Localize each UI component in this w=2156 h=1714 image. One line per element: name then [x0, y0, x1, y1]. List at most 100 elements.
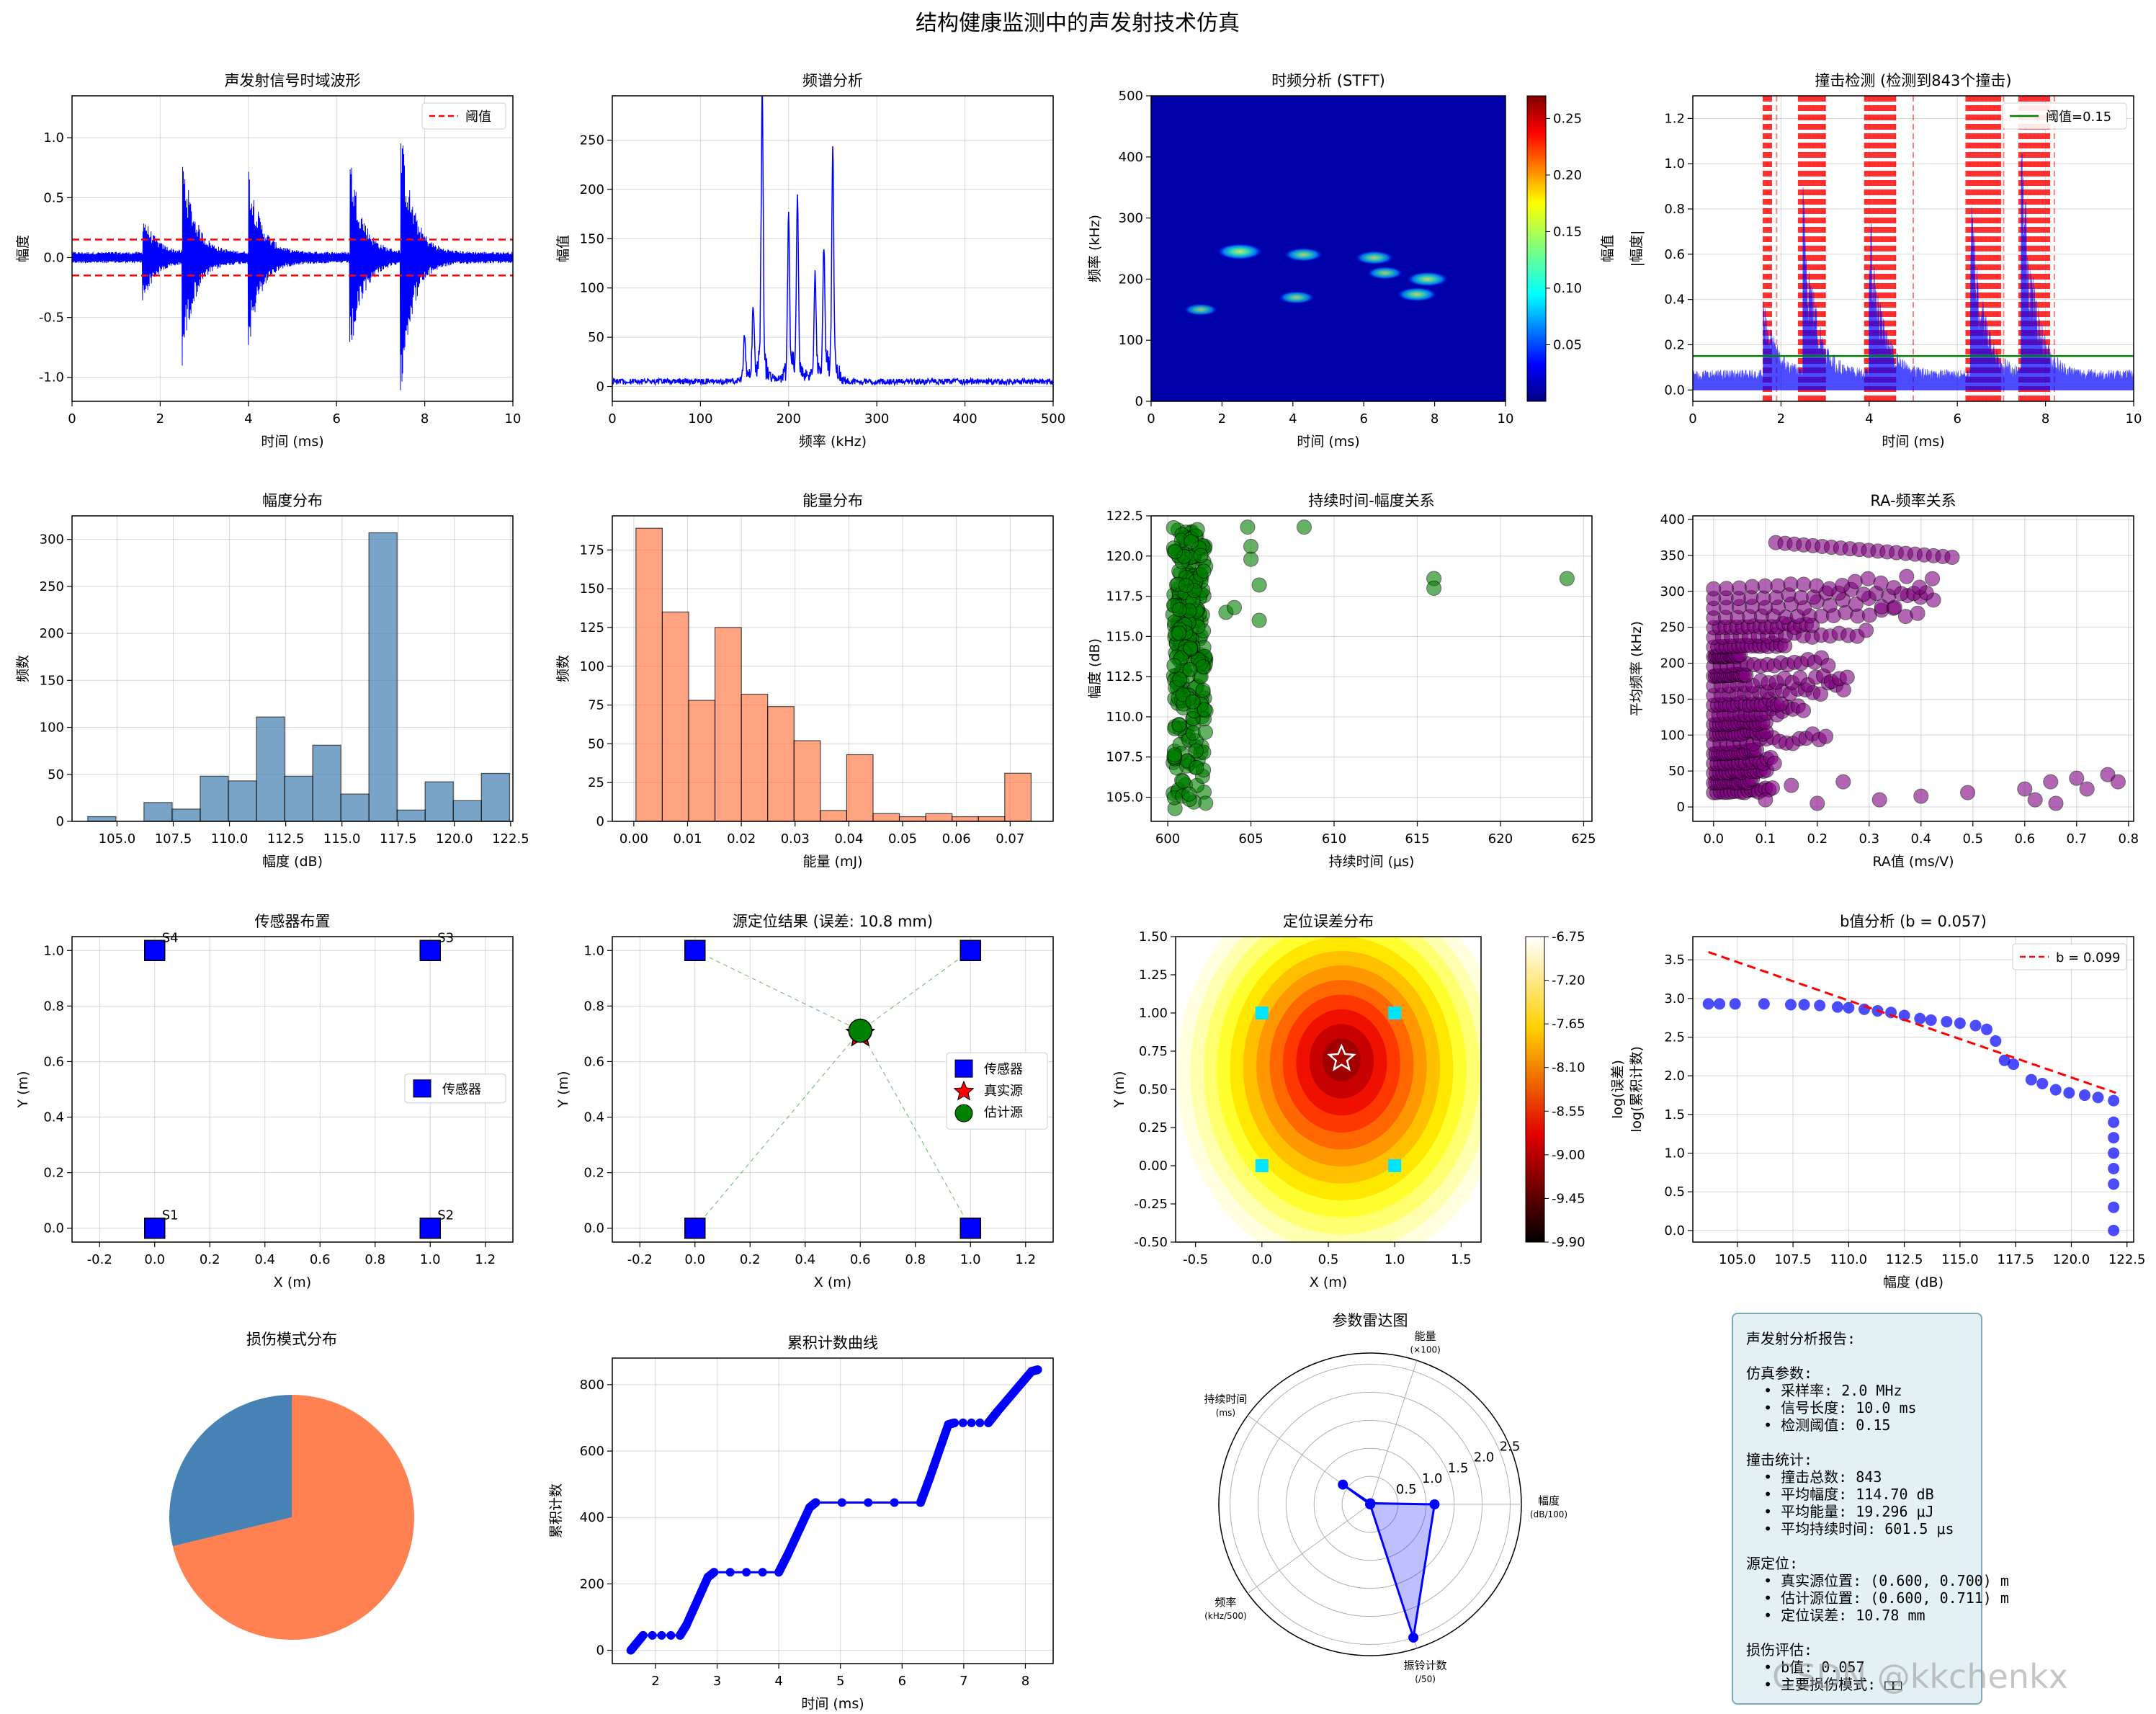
y-axis-label: 频数 [15, 655, 31, 682]
y-tick-label: 2.5 [1664, 1030, 1685, 1045]
y-tick-label: -0.50 [1134, 1235, 1168, 1250]
scatter-point [1240, 519, 1256, 535]
y-tick-label: 175 [580, 543, 604, 558]
y-tick-label: 1.50 [1139, 929, 1168, 945]
x-tick-label: 4 [774, 1674, 782, 1689]
axes-frame [71, 95, 514, 402]
x-tick-label: 0.0 [684, 1252, 705, 1267]
scatter-point [1195, 682, 1211, 698]
x-tick-label: 0 [68, 411, 76, 427]
histogram-bar [396, 809, 426, 822]
y-tick-label: 2.0 [1664, 1068, 1685, 1084]
radar-axis-label-line: 持续时间 [1204, 1393, 1247, 1406]
parameter-radar-panel: 参数雷达图0.51.01.52.02.5幅度(dB/100)能量(×100)持续… [1204, 1312, 1567, 1684]
y-tick-label: 0.0 [583, 1221, 604, 1236]
y-tick-label: -0.5 [39, 311, 64, 326]
colorbar-tick-label: -9.90 [1552, 1235, 1585, 1250]
axes: 600 605 610 615 620 625 105.0 107.5 110.0 112.5 11… [1087, 492, 1596, 870]
scatter-point [1168, 544, 1184, 560]
y-tick-label: 0.5 [43, 190, 64, 205]
scatter-point [1910, 605, 1925, 621]
scatter-point [1960, 785, 1976, 800]
histogram-bar [340, 793, 370, 822]
y-tick-label: 50 [1668, 764, 1685, 779]
y-tick-label: 105.0 [1106, 790, 1143, 805]
y-tick-label: 0.00 [1139, 1159, 1168, 1174]
radar-axis-label: 持续时间 (ms) [1204, 1393, 1247, 1418]
y-tick-label: 100 [580, 659, 604, 674]
grid-lines [1151, 515, 1592, 821]
x-tick-label: 1.2 [475, 1252, 496, 1267]
legend: 阈值=0.15 [2002, 102, 2127, 130]
scatter-point [1193, 548, 1209, 563]
sensor-marker [144, 939, 166, 962]
histogram-bar [87, 816, 117, 822]
sensor-source-line [694, 1030, 861, 1229]
y-tick-label: 300 [1119, 211, 1143, 226]
scatter-point [1251, 612, 1267, 628]
histogram-bar [820, 810, 848, 822]
x-tick-label: 0.01 [673, 831, 702, 847]
scatter-point [1925, 571, 1941, 586]
scatter-point [2025, 1074, 2037, 1086]
colorbar-tick-label: -8.10 [1552, 1061, 1585, 1076]
x-tick-label: 4 [1289, 411, 1297, 427]
y-tick-label: 0.75 [1139, 1044, 1168, 1059]
x-tick-label: 115.0 [323, 831, 361, 847]
x-tick-label: 0.8 [2118, 831, 2139, 847]
abs-signal-area [1693, 153, 2134, 390]
scatter-point [2108, 1147, 2120, 1159]
histogram-bar [452, 800, 482, 822]
y-tick-label: 25 [588, 775, 604, 790]
legend-label: 传感器 [984, 1062, 1023, 1077]
y-tick-label: 1.0 [43, 130, 64, 146]
axes: -0.2 0.0 0.2 0.4 0.6 0.8 1.0 1.2 0.0 0.2 0.4 0.6 0.8… [15, 913, 514, 1290]
legend: b = 0.099 [2012, 943, 2127, 970]
sensor-label: S2 [437, 1208, 454, 1223]
axes-frame [71, 936, 514, 1243]
y-tick-label: 0 [1135, 394, 1143, 409]
radar-axis-label-line: (dB/100) [1530, 1509, 1567, 1519]
panel-title: 源定位结果 (误差: 10.8 mm) [733, 913, 933, 930]
scatter-point [1822, 581, 1838, 597]
source-marker [1327, 1043, 1356, 1071]
colorbar-tick-label: -7.20 [1552, 973, 1585, 988]
colorbar-tick-label: -7.65 [1552, 1017, 1585, 1032]
axes-frame [612, 1357, 1054, 1664]
scatter-point [1243, 551, 1259, 567]
x-axis-label: 幅度 (dB) [1883, 1275, 1943, 1290]
y-tick-label: 0 [1677, 800, 1685, 815]
y-axis-label: Y (m) [1111, 1071, 1127, 1109]
x-tick-label: 0 [1147, 411, 1155, 427]
scatter-point [1941, 1016, 1953, 1028]
scatter-point [1296, 519, 1312, 535]
scatter-point [1243, 538, 1259, 554]
x-tick-label: 2 [1777, 411, 1785, 427]
scatter-point [1796, 702, 1812, 718]
x-tick-label: 4 [244, 411, 252, 427]
x-tick-label: 605 [1238, 831, 1263, 847]
scatter-point [1181, 786, 1197, 802]
figure-title: 结构健康监测中的声发射技术仿真 [916, 11, 1240, 36]
axes: -0.2 0.0 0.2 0.4 0.6 0.8 1.0 1.2 0.0 0.2 0.4 0.6 0.8… [555, 913, 1054, 1290]
y-tick-label: -1.0 [39, 370, 64, 385]
scatter-point [1189, 759, 1204, 775]
scatter-point [1810, 795, 1825, 811]
stft-energy-spot [1217, 243, 1263, 260]
scatter-point [1969, 1019, 1982, 1032]
panel-title: 声发射信号时域波形 [225, 72, 361, 89]
radar-axis-label-line: 振铃计数 [1404, 1659, 1447, 1671]
signal-line [72, 143, 513, 390]
colorbar-label: log(误差) [1610, 1060, 1626, 1119]
axes: 105.0 107.5 110.0 112.5 115.0 117.5 120.0 122.5… [15, 492, 529, 870]
histogram-bar [925, 813, 953, 822]
plot-area [626, 1365, 1042, 1655]
y-tick-label: 150 [1660, 692, 1685, 707]
x-axis-label: 持续时间 (μs) [1329, 854, 1415, 870]
histogram-bar [312, 744, 341, 822]
scatter-point [1196, 563, 1212, 579]
scatter-point [1798, 999, 1810, 1011]
x-tick-label: 6 [332, 411, 340, 427]
y-tick-label: 1.0 [43, 943, 64, 958]
